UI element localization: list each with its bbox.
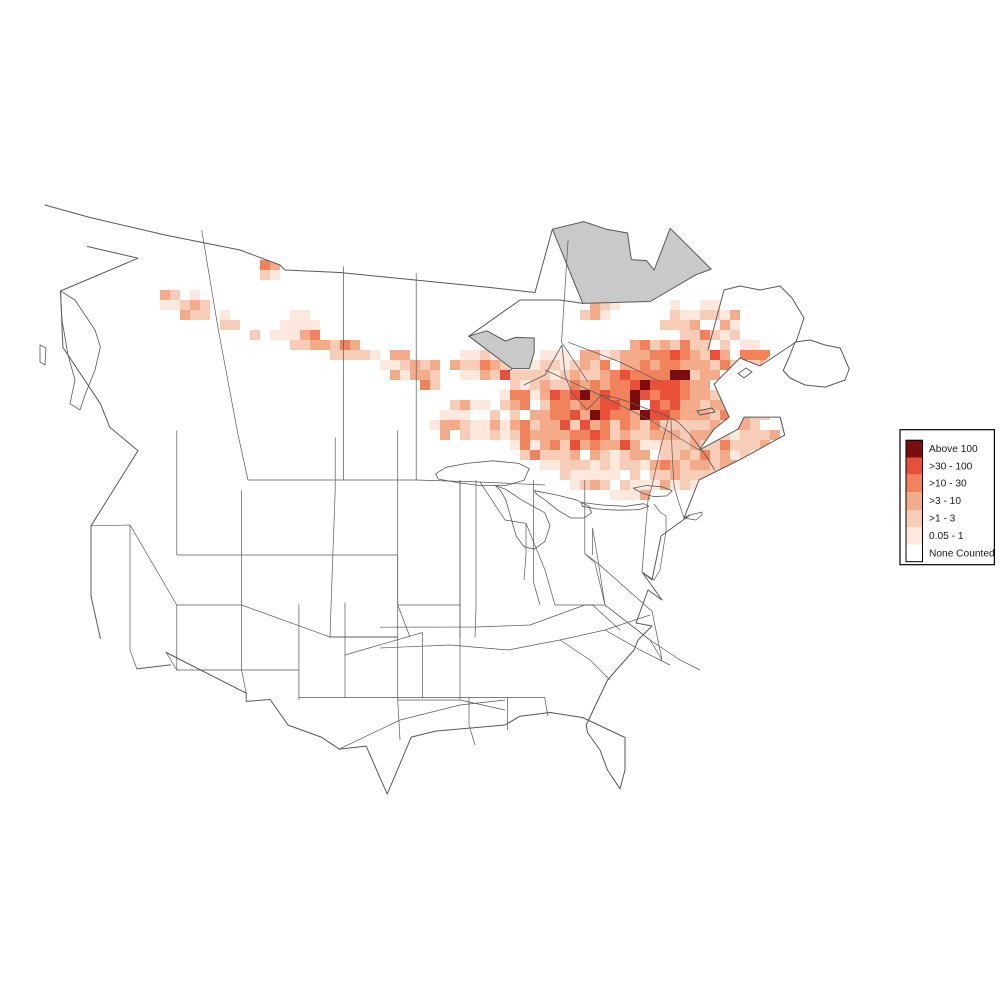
svg-text:>3 - 10: >3 - 10 xyxy=(929,496,961,507)
svg-text:>1 - 3: >1 - 3 xyxy=(929,514,956,525)
svg-text:0.05 - 1: 0.05 - 1 xyxy=(929,531,964,542)
svg-text:>30 - 100: >30 - 100 xyxy=(929,461,973,472)
svg-text:>10 - 30: >10 - 30 xyxy=(929,479,967,490)
svg-text:None Counted: None Counted xyxy=(929,549,995,560)
svg-text:Above 100: Above 100 xyxy=(929,444,978,455)
